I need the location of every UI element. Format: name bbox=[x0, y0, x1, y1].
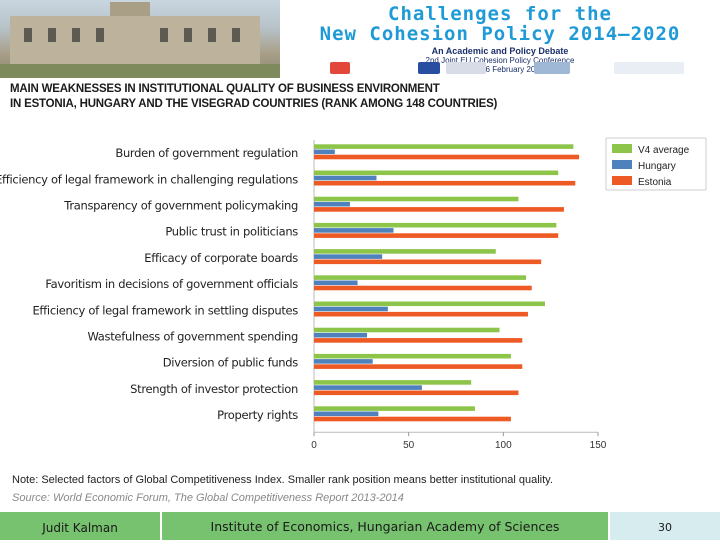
bar bbox=[314, 301, 545, 307]
header-banner: Challenges for the New Cohesion Policy 2… bbox=[0, 0, 720, 80]
bar bbox=[314, 201, 350, 207]
eu-flag-icon bbox=[418, 62, 440, 74]
page-number: 30 bbox=[610, 512, 720, 540]
conference-title: Challenges for the New Cohesion Policy 2… bbox=[300, 4, 700, 44]
conference-event: 2nd Joint EU Cohesion Policy Conference … bbox=[300, 56, 700, 74]
bar bbox=[314, 385, 422, 390]
category-label: Transparency of government policymaking bbox=[63, 199, 298, 213]
category-label: Strength of investor protection bbox=[130, 382, 298, 396]
bar bbox=[314, 411, 379, 417]
partner-logo-icon bbox=[534, 62, 570, 74]
bar bbox=[314, 144, 574, 149]
footer: Judit Kalman Institute of Economics, Hun… bbox=[0, 512, 720, 540]
bar bbox=[314, 254, 383, 259]
legend-label: Estonia bbox=[638, 177, 672, 188]
bars bbox=[314, 144, 580, 422]
bar bbox=[314, 228, 394, 233]
bar bbox=[314, 154, 580, 160]
bar bbox=[314, 249, 496, 254]
bar bbox=[314, 353, 511, 359]
category-label: Property rights bbox=[217, 408, 298, 422]
x-axis: 0 50 100 150 bbox=[311, 140, 607, 451]
slide-title-line2: IN ESTONIA, HUNGARY AND THE VISEGRAD COU… bbox=[10, 98, 498, 110]
legend-label: Hungary bbox=[638, 161, 676, 172]
bar bbox=[314, 416, 511, 422]
category-label: Public trust in politicians bbox=[165, 225, 298, 239]
partner-logo-icon bbox=[614, 62, 684, 74]
chart-note: Note: Selected factors of Global Competi… bbox=[12, 474, 553, 486]
conference-place: Riga, 4–6 February 2015 bbox=[455, 65, 545, 74]
conference-event-name: 2nd Joint EU Cohesion Policy Conference bbox=[425, 56, 575, 65]
building-window bbox=[160, 28, 168, 42]
legend-swatch bbox=[612, 160, 632, 169]
category-label: Efficacy of corporate boards bbox=[144, 251, 298, 265]
building-window bbox=[24, 28, 32, 42]
building-window bbox=[184, 28, 192, 42]
bar bbox=[314, 233, 559, 238]
conference-title-line1: Challenges for the bbox=[388, 3, 612, 25]
bar bbox=[314, 149, 335, 155]
footer-author: Judit Kalman bbox=[0, 512, 160, 540]
partner-logo-icon bbox=[330, 62, 350, 74]
bar bbox=[314, 332, 368, 338]
bar bbox=[314, 338, 523, 343]
partner-logo-icon bbox=[446, 62, 486, 74]
category-label: Burden of government regulation bbox=[115, 146, 298, 160]
footer-institution: Institute of Economics, Hungarian Academ… bbox=[162, 512, 608, 540]
building-lawn bbox=[0, 64, 280, 78]
bar bbox=[314, 170, 559, 176]
slide-title-line1: MAIN WEAKNESSES IN INSTITUTIONAL QUALITY… bbox=[10, 83, 440, 95]
bar bbox=[314, 364, 523, 369]
bar bbox=[314, 259, 542, 265]
category-label: Diversion of public funds bbox=[163, 356, 299, 370]
category-labels: Burden of government regulation Efficienc… bbox=[0, 146, 299, 422]
bar bbox=[314, 306, 388, 312]
category-label: Efficiency of legal framework in settlin… bbox=[32, 303, 298, 317]
legend-swatch bbox=[612, 176, 632, 185]
bar bbox=[314, 275, 527, 280]
legend: V4 average Hungary Estonia bbox=[605, 137, 707, 191]
chart-source: Source: World Economic Forum, The Global… bbox=[12, 492, 404, 504]
bar bbox=[314, 222, 557, 228]
category-label: Favoritism in decisions of government of… bbox=[45, 277, 298, 291]
slide-title: MAIN WEAKNESSES IN INSTITUTIONAL QUALITY… bbox=[10, 82, 497, 112]
bar bbox=[314, 390, 519, 396]
bar bbox=[314, 406, 475, 411]
x-tick-label: 100 bbox=[495, 440, 512, 451]
conference-title-line2: New Cohesion Policy 2014–2020 bbox=[319, 23, 681, 45]
building-window bbox=[48, 28, 56, 42]
building-window bbox=[232, 28, 240, 42]
legend-swatch bbox=[612, 144, 632, 153]
bar bbox=[314, 207, 564, 212]
bar bbox=[314, 311, 528, 317]
bar bbox=[314, 285, 532, 291]
bar bbox=[314, 175, 377, 181]
x-tick-label: 150 bbox=[590, 440, 607, 451]
building-window bbox=[72, 28, 80, 42]
building-facade bbox=[10, 16, 260, 68]
category-label: Wastefulness of government spending bbox=[87, 330, 298, 344]
bar bbox=[314, 280, 358, 286]
bar bbox=[314, 359, 373, 364]
conference-subtitle: An Academic and Policy Debate bbox=[431, 46, 569, 56]
rank-bar-chart: Burden of government regulation Efficienc… bbox=[0, 137, 707, 451]
bar bbox=[314, 196, 519, 202]
legend-label: V4 average bbox=[638, 145, 690, 156]
x-tick-label: 50 bbox=[403, 440, 415, 451]
bar bbox=[314, 180, 576, 186]
category-label: Efficiency of legal framework in challen… bbox=[0, 172, 298, 186]
building-photo bbox=[0, 0, 280, 78]
bar bbox=[314, 327, 500, 333]
building-window bbox=[208, 28, 216, 42]
bar bbox=[314, 380, 472, 385]
x-tick-label: 0 bbox=[311, 440, 317, 451]
building-window bbox=[96, 28, 104, 42]
